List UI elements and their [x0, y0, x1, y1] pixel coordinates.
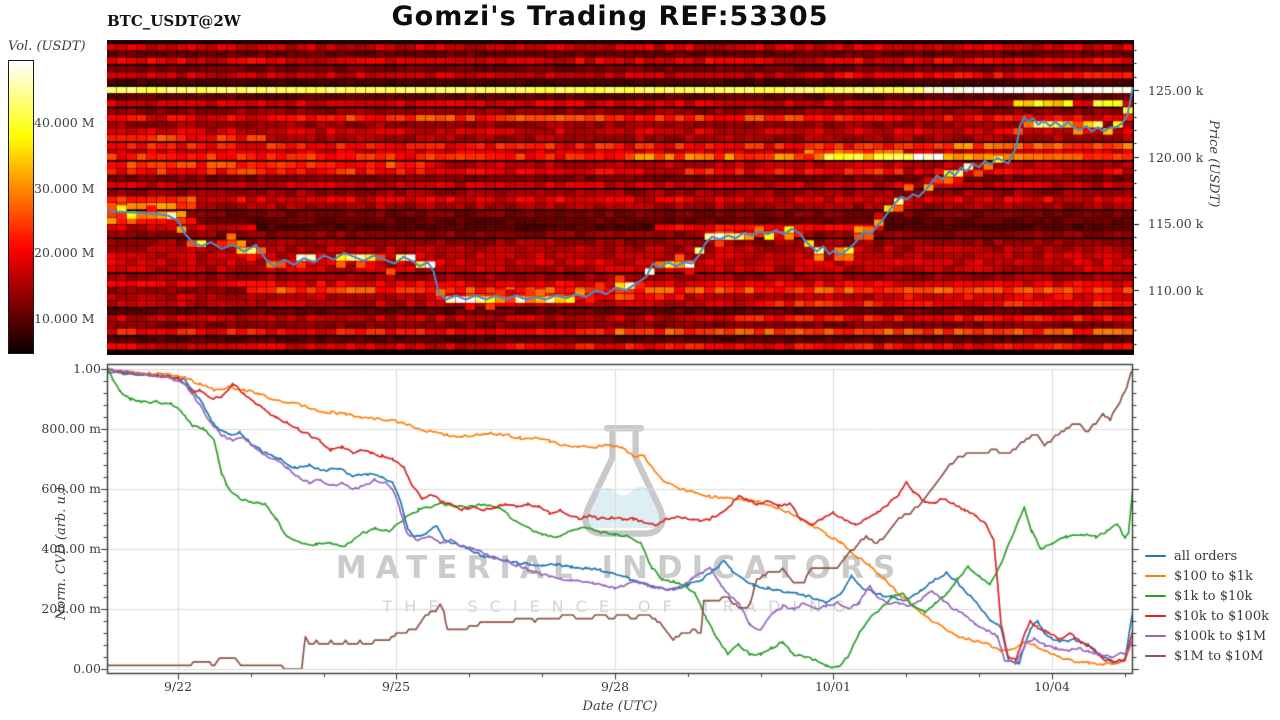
date-tick: 9/22: [163, 679, 193, 694]
cvd-axis-label: Norm. CVD (arb. u.): [54, 486, 69, 620]
line-swatch: [1145, 554, 1166, 558]
date-tick: 10/04: [1033, 679, 1071, 694]
price-tick: 110.00 k: [1148, 283, 1204, 298]
line-swatch: [1145, 594, 1166, 598]
date-tick: 10/01: [814, 679, 852, 694]
cvd-tick: 0.00: [73, 661, 101, 676]
colorbar-tick: 10.000 M: [34, 311, 95, 326]
date-axis-label: Date (UTC): [582, 699, 658, 714]
line-swatch: [1145, 654, 1166, 658]
colorbar-tick: 20.000 M: [34, 245, 95, 260]
page-title: Gomzi's Trading REF:53305: [391, 1, 829, 32]
legend-item: $100 to $1k: [1145, 566, 1269, 586]
legend-item: $10k to $100k: [1145, 606, 1269, 626]
volume-heatmap-canvas: [107, 42, 1141, 352]
colorbar-tick: 30.000 M: [34, 181, 95, 196]
price-axis-label: Price (USDT): [1206, 120, 1221, 208]
cvd-tick: 600.00 m: [41, 481, 101, 496]
legend-item: $100k to $1M: [1145, 626, 1269, 646]
date-tick: 9/25: [381, 679, 411, 694]
line-swatch: [1145, 614, 1166, 618]
line-swatch: [1145, 634, 1166, 638]
legend-item: $1k to $10k: [1145, 586, 1269, 606]
price-tick: 120.00 k: [1148, 150, 1204, 165]
cvd-tick: 800.00 m: [41, 421, 101, 436]
cvd-tick: 400.00 m: [41, 541, 101, 556]
colorbar-tick: 40.000 M: [34, 115, 95, 130]
cvd-tick: 1.00: [73, 361, 101, 376]
colorbar-label: Vol. (USDT): [8, 39, 86, 54]
price-tick: 115.00 k: [1148, 216, 1204, 231]
line-swatch: [1145, 574, 1166, 578]
legend-item: all orders: [1145, 546, 1269, 566]
legend: all orders $100 to $1k $1k to $10k $10k …: [1145, 546, 1269, 666]
cvd-chart-canvas: [99, 362, 1141, 680]
legend-item: $1M to $10M: [1145, 646, 1269, 666]
price-tick: 125.00 k: [1148, 83, 1204, 98]
cvd-tick: 200.00 m: [41, 601, 101, 616]
symbol-label: BTC_USDT@2W: [107, 12, 241, 30]
volume-colorbar: [8, 60, 34, 354]
date-tick: 9/28: [600, 679, 630, 694]
